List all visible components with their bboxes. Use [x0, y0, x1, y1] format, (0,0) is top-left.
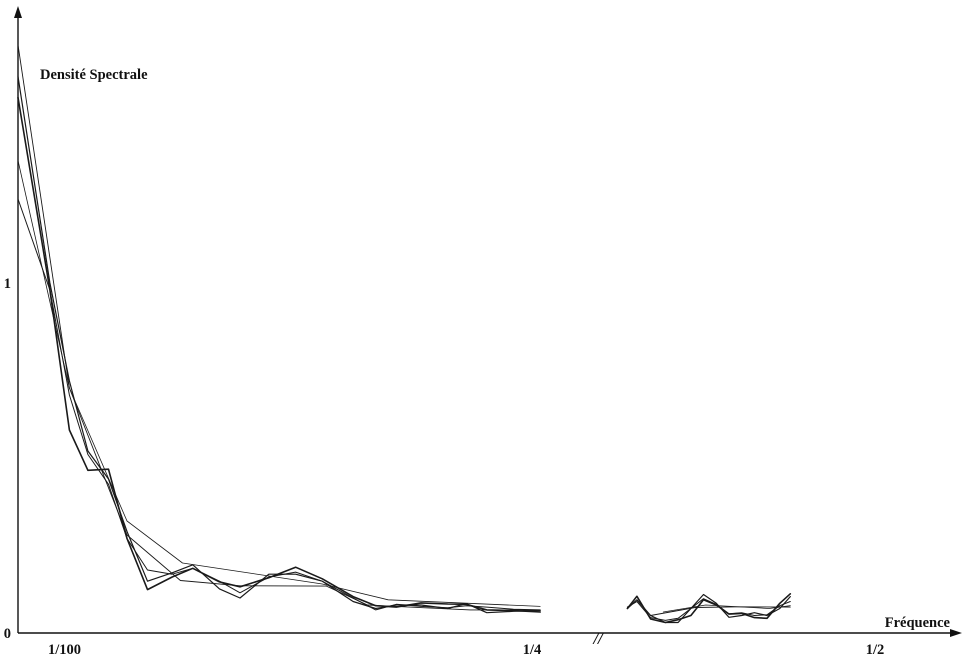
- x-tick-label: 1/100: [48, 642, 81, 658]
- x-tick-labels: 1/100 1/4 1/2: [48, 642, 884, 658]
- series-line-2-lower: [17, 75, 541, 614]
- x-tick-label: 1/2: [866, 642, 885, 658]
- series-line-3-upper: [626, 598, 791, 621]
- series-line-4-upper: [650, 606, 791, 616]
- x-axis-title: Fréquence: [885, 615, 951, 631]
- series-layer: [17, 44, 792, 624]
- series-line-1-upper: [626, 592, 792, 624]
- y-tick-labels: 01: [4, 276, 11, 642]
- series-line-4-lower: [17, 44, 541, 612]
- series-line-1-lower: [17, 96, 542, 613]
- series-line-5-upper: [662, 604, 791, 613]
- y-axis-title: Densité Spectrale: [40, 67, 148, 83]
- x-axis-arrow-icon: [950, 629, 962, 637]
- axes: [14, 6, 962, 637]
- y-axis-arrow-icon: [14, 6, 22, 18]
- series-line-5-lower: [17, 160, 541, 607]
- x-tick-label: 1/4: [523, 642, 542, 658]
- y-tick-label: 0: [4, 626, 11, 642]
- axis-break-marker: //: [593, 631, 604, 648]
- series-line-3-lower: [17, 198, 541, 611]
- y-tick-label: 1: [4, 276, 11, 292]
